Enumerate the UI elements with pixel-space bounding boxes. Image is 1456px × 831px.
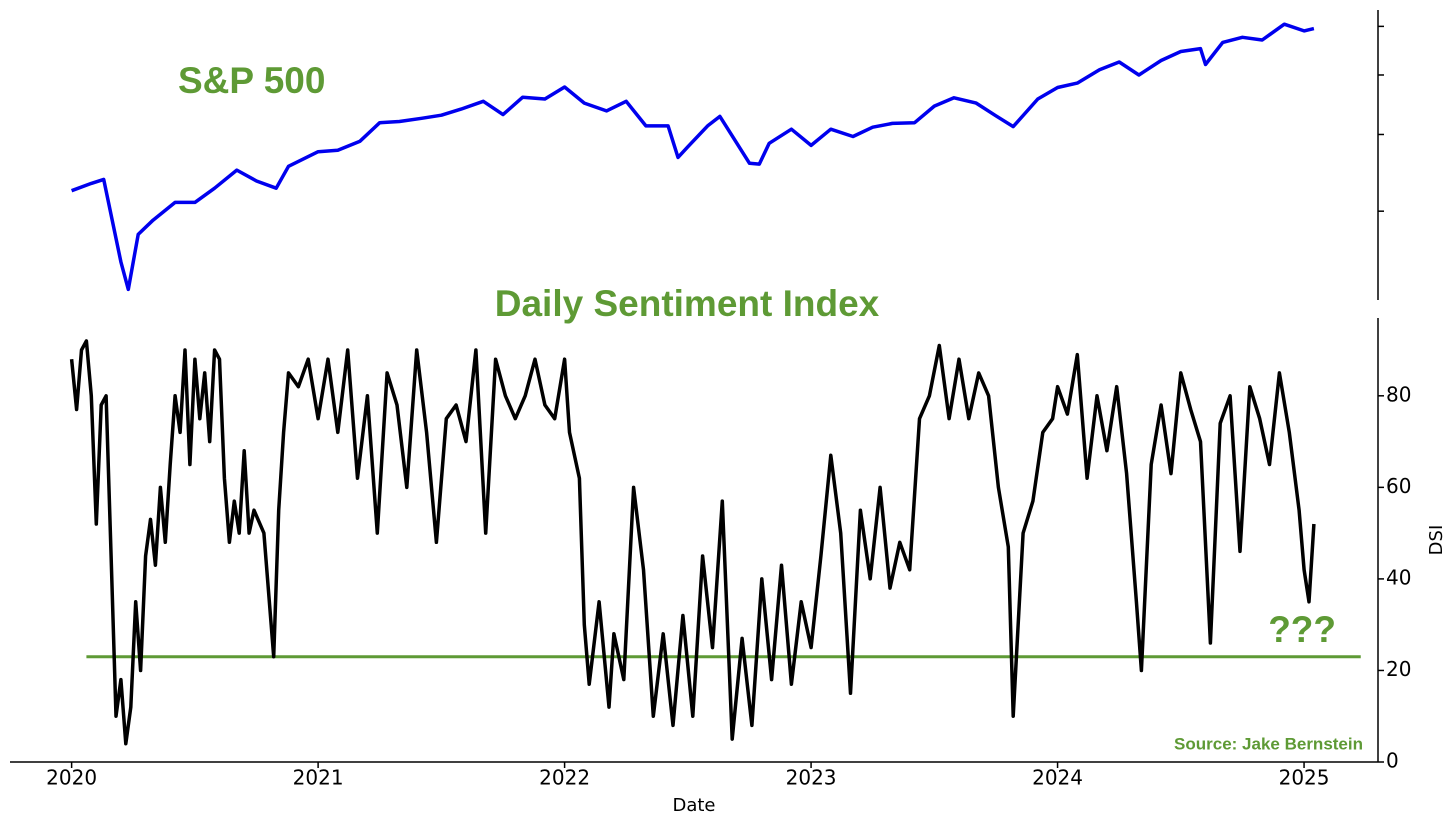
panel-label: S&P 500	[178, 60, 325, 101]
data-line	[70, 22, 1315, 292]
y-tick-label: 80	[1386, 382, 1411, 406]
y-axis-label: DSI	[1426, 525, 1447, 556]
x-tick-label: 2022	[539, 766, 590, 790]
x-tick-label: 2020	[46, 766, 97, 790]
source: Source: Jake Bernstein	[1174, 734, 1363, 753]
y-tick-label: 60	[1386, 474, 1411, 498]
x-tick-label: 2024	[1032, 766, 1083, 790]
x-tick-label: 2021	[293, 766, 344, 790]
chart-title: Daily Sentiment Index	[495, 283, 880, 324]
data-line	[69, 339, 1316, 746]
y-tick-label: 20	[1386, 657, 1411, 681]
annotation: ???	[1268, 609, 1336, 650]
y-tick-label: 0	[1386, 749, 1399, 773]
x-axis-label: Date	[672, 795, 715, 816]
x-tick-label: 2025	[1279, 766, 1330, 790]
x-tick-label: 2023	[786, 766, 837, 790]
y-tick-label: 40	[1386, 565, 1411, 589]
